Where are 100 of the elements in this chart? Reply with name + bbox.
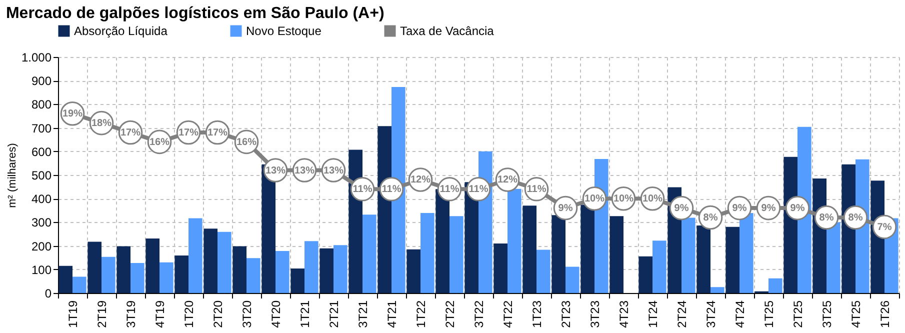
bar bbox=[116, 246, 130, 293]
x-tick-label: 1T22 bbox=[414, 300, 428, 328]
bar bbox=[638, 256, 652, 293]
bar bbox=[276, 250, 290, 293]
bar bbox=[740, 212, 754, 293]
bar bbox=[204, 228, 218, 293]
y-tick-label: 700 bbox=[31, 121, 52, 136]
x-tick-label: 1T24 bbox=[646, 300, 660, 328]
bar bbox=[450, 216, 464, 293]
data-label: 11% bbox=[468, 184, 488, 196]
bar bbox=[130, 263, 144, 293]
y-tick-label: 1.000 bbox=[21, 50, 52, 64]
data-label: 9% bbox=[790, 203, 805, 214]
data-label: 9% bbox=[558, 203, 573, 214]
bar bbox=[320, 248, 334, 293]
y-tick-label: 400 bbox=[31, 192, 52, 206]
data-label: 9% bbox=[674, 203, 689, 214]
x-tick-label: 2T23 bbox=[559, 300, 573, 328]
x-tick-label: 2T24 bbox=[675, 300, 689, 328]
bar bbox=[88, 242, 102, 293]
bar bbox=[232, 246, 246, 293]
y-tick-label: 100 bbox=[31, 262, 52, 277]
bar bbox=[160, 262, 174, 293]
bar bbox=[536, 250, 550, 293]
legend-label: Novo Estoque bbox=[246, 24, 322, 38]
bar bbox=[580, 204, 594, 293]
data-label: 13% bbox=[265, 165, 286, 176]
x-tick-label: 1T21 bbox=[298, 300, 312, 328]
bar bbox=[246, 258, 260, 293]
x-tick-label: 2T21 bbox=[327, 300, 341, 328]
y-tick-label: 500 bbox=[31, 168, 52, 182]
x-tick-label: 1T26 bbox=[878, 300, 892, 328]
data-label: 10% bbox=[613, 194, 634, 205]
data-label: 13% bbox=[294, 165, 315, 176]
bar bbox=[508, 188, 522, 293]
bar bbox=[726, 226, 740, 293]
x-tick-label: 1T25 bbox=[762, 300, 776, 328]
bar bbox=[522, 206, 536, 293]
bar bbox=[406, 249, 420, 293]
data-label: 19% bbox=[62, 108, 83, 120]
y-tick-label: 800 bbox=[31, 98, 52, 112]
y-axis-title: m² (milhares) bbox=[6, 143, 18, 208]
bar bbox=[710, 287, 724, 293]
bar bbox=[72, 276, 86, 293]
x-tick-label: 3T21 bbox=[356, 300, 370, 328]
bar bbox=[682, 218, 696, 293]
data-label: 17% bbox=[120, 128, 141, 139]
bar bbox=[610, 216, 624, 293]
bar bbox=[304, 241, 318, 293]
bar bbox=[566, 266, 580, 293]
chart-title: Mercado de galpões logísticos em São Paulo (A+) bbox=[6, 5, 384, 22]
x-tick-label: 4T21 bbox=[385, 300, 399, 328]
bar bbox=[362, 214, 376, 293]
data-label: 11% bbox=[352, 184, 372, 196]
bar bbox=[768, 278, 782, 293]
y-tick-label: 0 bbox=[44, 286, 52, 300]
bar bbox=[58, 266, 72, 293]
x-tick-label: 4T25 bbox=[849, 300, 863, 328]
data-label: 9% bbox=[761, 203, 776, 214]
data-label: 13% bbox=[323, 165, 344, 176]
data-label: 18% bbox=[91, 118, 112, 130]
data-label: 17% bbox=[178, 128, 199, 139]
data-label: 7% bbox=[877, 222, 892, 233]
y-tick-label: 900 bbox=[31, 74, 52, 88]
x-tick-label: 4T20 bbox=[269, 300, 283, 328]
x-tick-label: 2T22 bbox=[443, 300, 457, 328]
x-tick-label: 3T19 bbox=[124, 300, 138, 328]
x-tick-label: 3T20 bbox=[240, 300, 254, 328]
bar bbox=[188, 218, 202, 293]
x-tick-label: 3T25 bbox=[820, 300, 834, 328]
y-tick-label: 300 bbox=[31, 216, 52, 230]
bar bbox=[826, 222, 840, 293]
bar bbox=[218, 232, 232, 293]
bar bbox=[652, 240, 666, 293]
bar bbox=[420, 212, 434, 293]
bar bbox=[290, 268, 304, 293]
data-label: 8% bbox=[819, 212, 834, 224]
x-tick-label: 2T25 bbox=[791, 300, 805, 328]
x-tick-label: 4T23 bbox=[617, 300, 631, 328]
data-label: 10% bbox=[584, 194, 605, 205]
x-tick-label: 3T22 bbox=[472, 300, 486, 328]
data-label: 10% bbox=[642, 194, 663, 205]
x-tick-label: 1T23 bbox=[530, 300, 544, 328]
legend-label: Taxa de Vacância bbox=[400, 24, 494, 38]
x-tick-label: 1T20 bbox=[182, 300, 196, 328]
legend-label: Absorção Líquida bbox=[74, 24, 168, 38]
data-label: 8% bbox=[703, 212, 718, 224]
bar bbox=[146, 238, 160, 293]
bar bbox=[552, 215, 566, 293]
data-label: 11% bbox=[440, 184, 460, 196]
data-label: 17% bbox=[207, 128, 228, 139]
y-tick-label: 600 bbox=[31, 144, 52, 159]
bar bbox=[494, 243, 508, 293]
bar bbox=[174, 255, 188, 293]
y-tick-label: 200 bbox=[31, 239, 52, 254]
x-tick-label: 3T24 bbox=[704, 300, 718, 328]
data-label: 11% bbox=[382, 184, 402, 196]
data-label: 12% bbox=[410, 174, 431, 186]
bar bbox=[334, 245, 348, 293]
data-label: 11% bbox=[526, 184, 546, 196]
